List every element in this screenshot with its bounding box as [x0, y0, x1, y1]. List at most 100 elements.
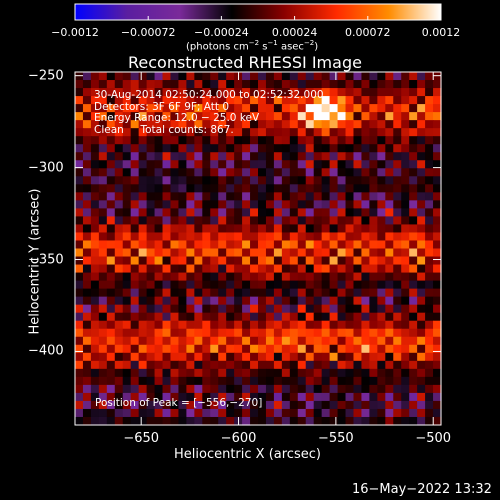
heatmap-cell — [345, 240, 355, 250]
heatmap-cell — [194, 360, 203, 370]
heatmap-cell — [401, 336, 410, 346]
heatmap-cell — [369, 384, 378, 394]
heatmap-cell — [250, 344, 259, 354]
heatmap-cell — [178, 312, 187, 322]
heatmap-cell — [226, 104, 235, 113]
heatmap-cell — [186, 216, 195, 226]
heatmap-cell — [377, 224, 386, 234]
heatmap-cell — [329, 320, 339, 330]
heatmap-cell — [273, 112, 283, 121]
heatmap-cell — [345, 376, 355, 386]
heatmap-cell — [82, 176, 92, 185]
heatmap-cell — [210, 200, 219, 209]
heatmap-cell — [289, 320, 299, 330]
heatmap-cell — [154, 112, 164, 121]
heatmap-cell — [297, 88, 307, 97]
heatmap-cell — [345, 360, 355, 370]
heatmap-cell — [210, 288, 219, 298]
heatmap-cell — [122, 368, 132, 378]
heatmap-cell — [194, 296, 203, 306]
heatmap-cell — [385, 160, 394, 169]
heatmap-cell — [297, 368, 307, 378]
heatmap-cell — [273, 296, 283, 306]
heatmap-cell — [281, 104, 291, 113]
heatmap-cell — [377, 80, 386, 89]
heatmap-cell — [321, 304, 331, 314]
heatmap-cell — [425, 240, 434, 250]
heatmap-cell — [90, 336, 100, 346]
heatmap-cell — [401, 120, 410, 129]
heatmap-cell — [218, 272, 227, 282]
heatmap-cell — [178, 280, 187, 290]
heatmap-cell — [202, 312, 211, 322]
heatmap-cell — [329, 200, 339, 209]
heatmap-cell — [353, 344, 363, 354]
heatmap-cell — [106, 128, 116, 137]
heatmap-cell — [154, 216, 164, 226]
heatmap-cell — [218, 384, 227, 394]
heatmap-cell — [433, 184, 442, 193]
heatmap-cell — [337, 200, 347, 209]
colorbar-tick-label: 0.00024 — [271, 26, 318, 39]
heatmap-cell — [170, 224, 180, 234]
heatmap-cell — [297, 296, 307, 306]
heatmap-cell — [250, 400, 259, 410]
heatmap-cell — [194, 104, 203, 113]
heatmap-cell — [265, 280, 275, 290]
heatmap-cell — [353, 176, 363, 185]
heatmap-cell — [393, 232, 402, 242]
heatmap-cell — [265, 184, 275, 193]
heatmap-cell — [425, 320, 434, 330]
heatmap-cell — [106, 344, 116, 354]
heatmap-cell — [218, 136, 227, 145]
heatmap-cell — [297, 160, 307, 169]
heatmap-cell — [138, 312, 148, 322]
heatmap-cell — [258, 208, 267, 218]
heatmap-cell — [90, 216, 100, 226]
heatmap-cell — [337, 96, 347, 105]
heatmap-cell — [329, 160, 339, 169]
heatmap-cell — [114, 152, 124, 161]
heatmap-cell — [218, 392, 227, 402]
heatmap-cell — [218, 232, 227, 242]
heatmap-cell — [250, 104, 259, 113]
heatmap-cell — [329, 184, 339, 193]
heatmap-cell — [114, 272, 124, 282]
heatmap-cell — [250, 256, 259, 266]
heatmap-cell — [409, 264, 418, 274]
heatmap-cell — [210, 304, 219, 314]
heatmap-cell — [329, 272, 339, 282]
heatmap-cell — [146, 320, 156, 330]
heatmap-cell — [273, 376, 283, 386]
heatmap-cell — [345, 312, 355, 322]
heatmap-cell — [369, 288, 378, 298]
heatmap-cell — [265, 376, 275, 386]
heatmap-cell — [226, 264, 235, 274]
heatmap-cell — [90, 152, 100, 161]
heatmap-cell — [194, 312, 203, 322]
heatmap-cell — [138, 320, 148, 330]
heatmap-cell — [281, 272, 291, 282]
heatmap-cell — [82, 400, 92, 410]
heatmap-cell — [393, 304, 402, 314]
heatmap-cell — [393, 208, 402, 218]
heatmap-cell — [242, 168, 251, 177]
heatmap-cell — [385, 72, 394, 81]
heatmap-cell — [146, 392, 156, 402]
heatmap-cell — [385, 360, 394, 370]
heatmap-cell — [321, 168, 331, 177]
heatmap-cell — [353, 128, 363, 137]
heatmap-cell — [98, 392, 108, 402]
heatmap-cell — [130, 136, 140, 145]
heatmap-cell — [114, 176, 124, 185]
heatmap-cell — [305, 376, 315, 386]
heatmap-cell — [178, 288, 187, 298]
heatmap-cell — [329, 144, 339, 153]
heatmap-cell — [377, 152, 386, 161]
heatmap-cell — [281, 112, 291, 121]
heatmap-cell — [273, 328, 283, 338]
heatmap-cell — [234, 144, 243, 153]
heatmap-cell — [425, 328, 434, 338]
heatmap-cell — [210, 120, 219, 129]
heatmap-cell — [361, 120, 370, 129]
